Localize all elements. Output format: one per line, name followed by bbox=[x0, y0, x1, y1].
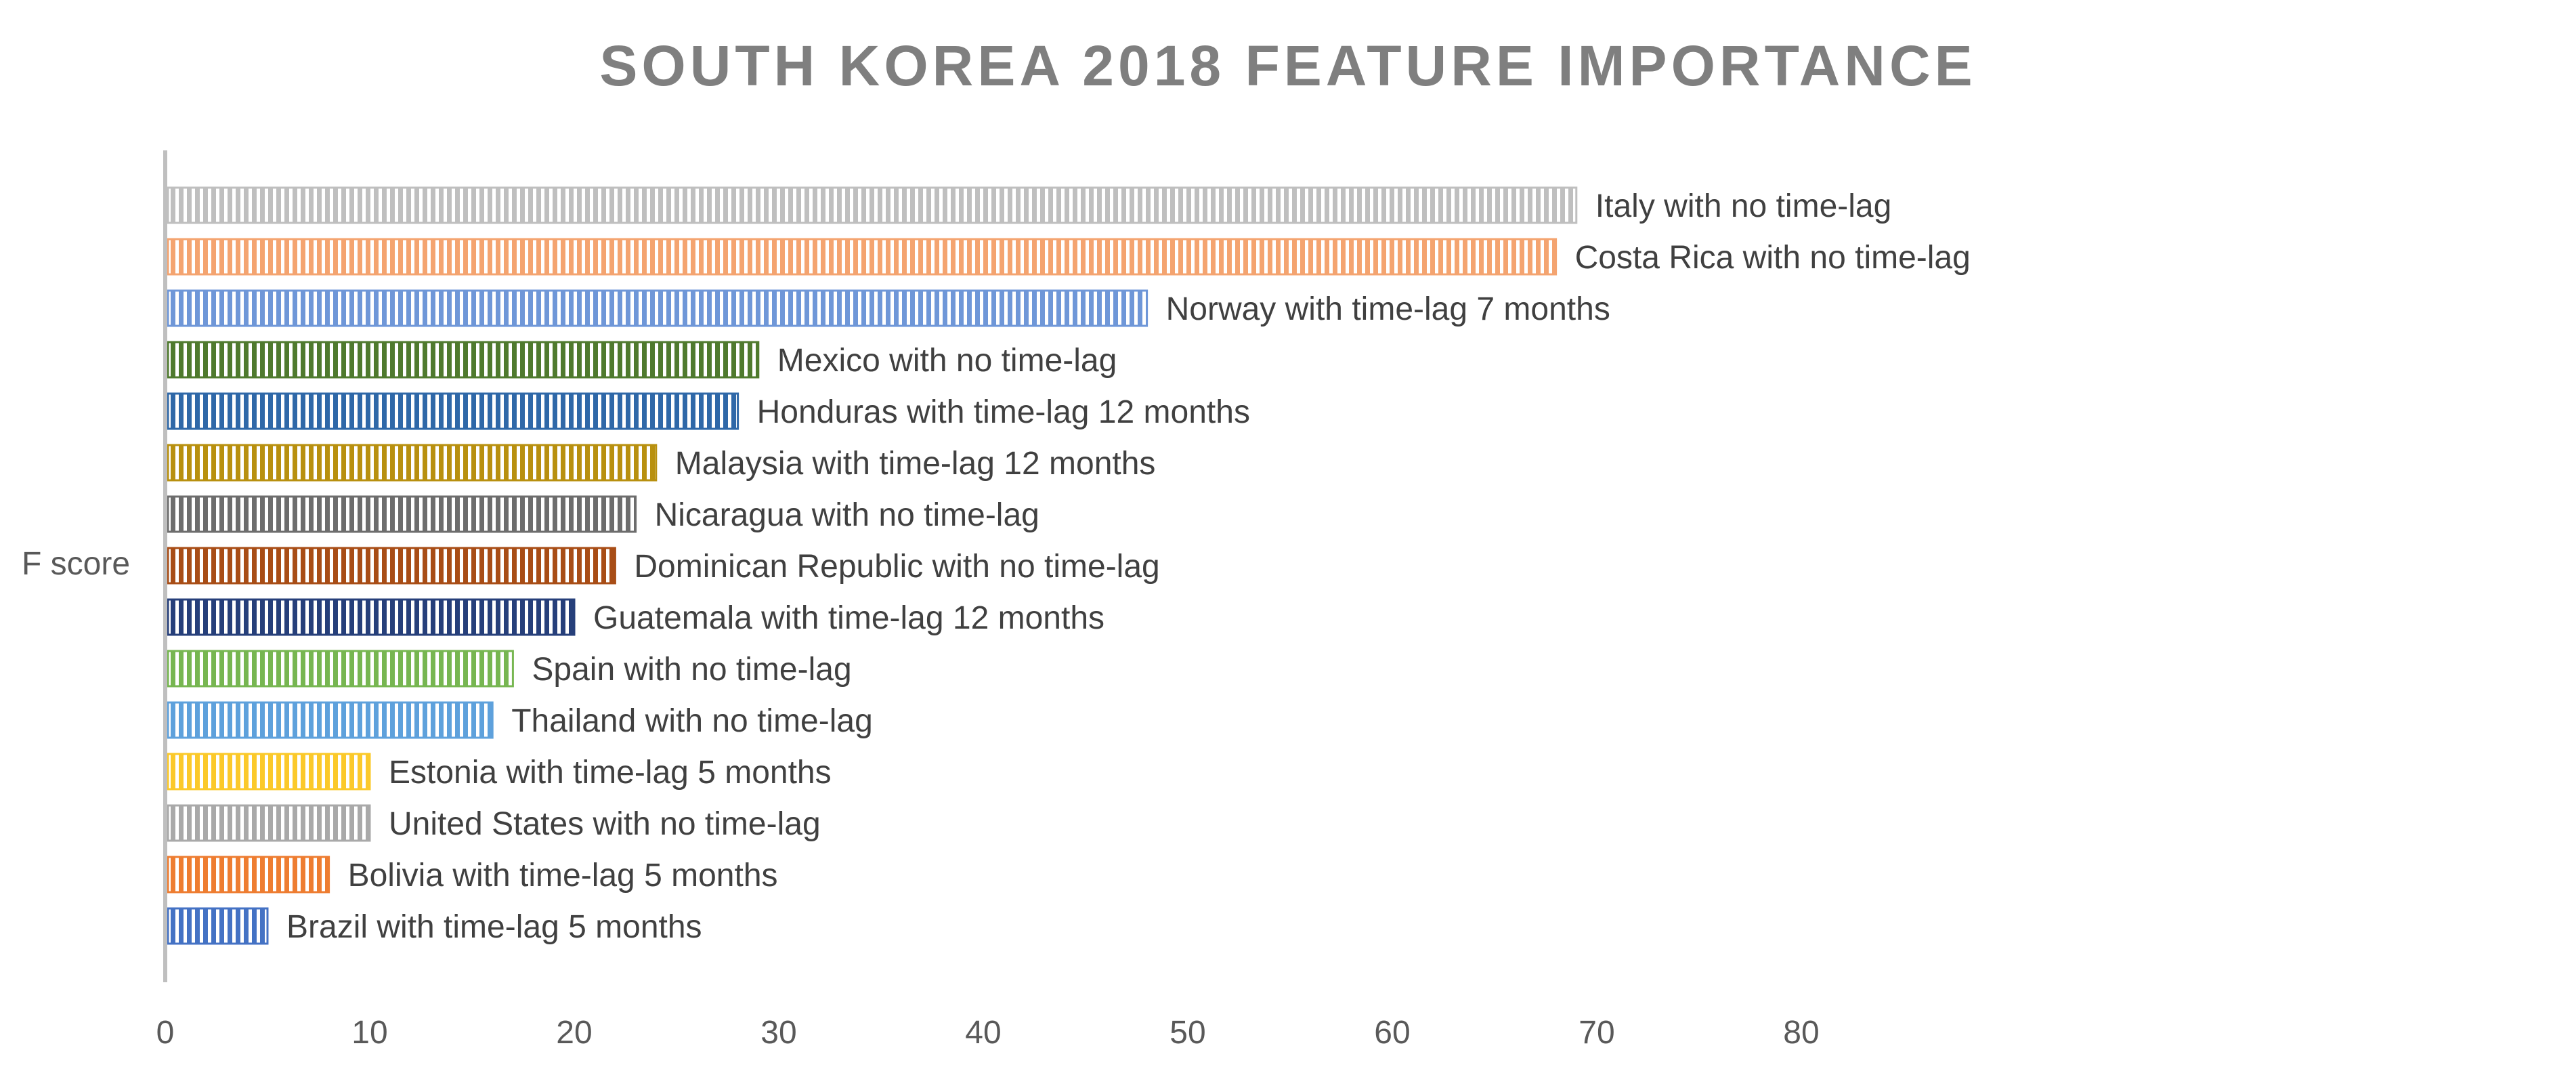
x-tick-label: 20 bbox=[556, 1015, 592, 1051]
x-tick-label: 80 bbox=[1783, 1015, 1819, 1051]
bar-label: United States with no time-lag bbox=[389, 806, 821, 842]
bar bbox=[167, 856, 330, 894]
x-tick-label: 50 bbox=[1169, 1015, 1205, 1051]
bar-label: Thailand with no time-lag bbox=[511, 703, 873, 739]
bar-label: Honduras with time-lag 12 months bbox=[757, 394, 1250, 430]
bar bbox=[167, 289, 1149, 327]
bar-label: Malaysia with time-lag 12 months bbox=[675, 446, 1156, 482]
bar-label: Italy with no time-lag bbox=[1595, 188, 1892, 224]
bar-label: Estonia with time-lag 5 months bbox=[389, 755, 832, 791]
bar bbox=[167, 547, 616, 585]
y-axis-label: F score bbox=[22, 546, 130, 582]
bar-label: Norway with time-lag 7 months bbox=[1166, 291, 1610, 327]
bar bbox=[167, 907, 269, 945]
bar bbox=[167, 753, 371, 791]
bar-label: Mexico with no time-lag bbox=[777, 343, 1117, 379]
bar bbox=[167, 804, 371, 842]
bar-label: Spain with no time-lag bbox=[532, 652, 851, 688]
bar bbox=[167, 238, 1558, 276]
bar bbox=[167, 392, 739, 430]
bar-labels-layer: Italy with no time-lag Costa Rica with no… bbox=[286, 188, 1971, 945]
bar bbox=[167, 186, 1578, 224]
x-tick-label: 30 bbox=[760, 1015, 796, 1051]
bar bbox=[167, 650, 514, 688]
bar-label: Dominican Republic with no time-lag bbox=[634, 549, 1159, 585]
bar-label: Nicaragua with no time-lag bbox=[655, 497, 1039, 533]
x-axis-ticks: 0 10 20 30 40 50 60 70 80 bbox=[156, 1015, 1820, 1051]
bar-label: Brazil with time-lag 5 months bbox=[286, 909, 702, 945]
bar bbox=[167, 495, 637, 533]
x-tick-label: 60 bbox=[1374, 1015, 1410, 1051]
bar bbox=[167, 444, 658, 482]
x-tick-label: 70 bbox=[1579, 1015, 1614, 1051]
bar-label: Bolivia with time-lag 5 months bbox=[348, 858, 778, 894]
bar bbox=[167, 341, 760, 379]
bar-label: Guatemala with time-lag 12 months bbox=[593, 600, 1104, 636]
bar bbox=[167, 701, 494, 739]
bar bbox=[167, 598, 576, 636]
x-tick-label: 40 bbox=[965, 1015, 1001, 1051]
chart-title: SOUTH KOREA 2018 FEATURE IMPORTANCE bbox=[599, 34, 1976, 98]
bar-label: Costa Rica with no time-lag bbox=[1575, 240, 1971, 276]
x-tick-label: 10 bbox=[351, 1015, 387, 1051]
x-tick-label: 0 bbox=[156, 1015, 175, 1051]
bars-layer bbox=[167, 186, 1578, 945]
